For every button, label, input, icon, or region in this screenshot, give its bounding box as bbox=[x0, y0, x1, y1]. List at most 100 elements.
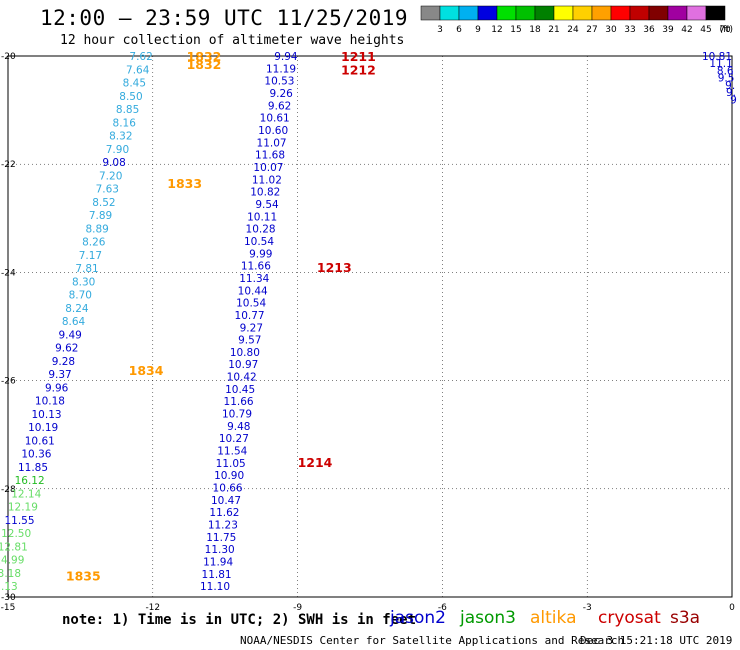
note-text: note: 1) Time is in UTC; 2) SWH is in fe… bbox=[62, 612, 417, 628]
swh-value: 11.54 bbox=[217, 446, 247, 458]
legend-label: 21 bbox=[548, 25, 559, 35]
swh-value: 16.12 bbox=[15, 475, 45, 487]
swh-value: 7.90 bbox=[106, 144, 129, 156]
swh-value: 10.45 bbox=[225, 384, 255, 396]
time-label: 1833 bbox=[167, 176, 202, 191]
legend-unit: (ft) bbox=[719, 25, 733, 35]
swh-value: 10.18 bbox=[35, 396, 65, 408]
x-tick-label: -9 bbox=[293, 603, 302, 613]
swh-value: 9.94 bbox=[274, 51, 298, 63]
swh-value: 9.37 bbox=[48, 369, 71, 381]
x-tick-label: -6 bbox=[438, 603, 447, 613]
swh-value: 11.1 bbox=[709, 58, 732, 70]
swh-value: 10.44 bbox=[238, 285, 268, 297]
swh-value: 10.53 bbox=[264, 76, 294, 88]
swh-value: 8.30 bbox=[72, 276, 95, 288]
time-label: 1214 bbox=[298, 455, 333, 470]
legend-label: 9 bbox=[475, 25, 481, 35]
swh-value: 9.26 bbox=[269, 88, 293, 100]
satellite-s3a: s3a bbox=[670, 608, 701, 628]
swh-value: 7.81 bbox=[75, 263, 98, 275]
swh-value: 10.61 bbox=[25, 435, 55, 447]
chart-title: 12:00 – 23:59 UTC 11/25/2019 bbox=[40, 6, 409, 30]
swh-value: 11.10 bbox=[200, 581, 230, 593]
swh-value: 11.68 bbox=[255, 150, 285, 162]
swh-value: 10.36 bbox=[21, 449, 51, 461]
swh-value: 10.66 bbox=[213, 483, 243, 495]
swh-value: 10.54 bbox=[236, 298, 266, 310]
plot-frame bbox=[7, 55, 733, 598]
swh-value: 11.55 bbox=[4, 515, 34, 527]
swh-value: 10.77 bbox=[235, 310, 265, 322]
swh-value: 11.85 bbox=[18, 462, 48, 474]
swh-value: 14.99 bbox=[0, 555, 24, 567]
swh-value: 8.6 bbox=[717, 65, 734, 77]
swh-value: 9. bbox=[726, 87, 736, 99]
swh-value: 10.80 bbox=[230, 347, 260, 359]
swh-value: 11.05 bbox=[216, 458, 246, 470]
legend-label: 3 bbox=[437, 25, 443, 35]
swh-value: 9.96 bbox=[45, 382, 69, 394]
satellite-jason2: jason2 bbox=[390, 608, 446, 628]
x-tick-label: 0 bbox=[729, 603, 735, 613]
swh-value: 9.62 bbox=[268, 100, 291, 112]
swh-value: 10.54 bbox=[244, 236, 274, 248]
swh-value: 9. bbox=[725, 80, 735, 92]
swh-value: 11.94 bbox=[203, 557, 233, 569]
color-legend: 3 6 9 12 15 18 21 24 27 30 33 36 39 42 45 70(ft) bbox=[420, 5, 733, 35]
legend-label: 39 bbox=[662, 25, 674, 35]
swh-value: 10.82 bbox=[250, 187, 280, 199]
swh-value: 8.32 bbox=[109, 131, 132, 143]
x-tick-label: -12 bbox=[145, 603, 160, 613]
swh-value: 10.28 bbox=[246, 224, 276, 236]
legend-label: 24 bbox=[567, 25, 579, 35]
swh-value: 9.08 bbox=[102, 157, 125, 169]
swh-value: 8.26 bbox=[82, 237, 106, 249]
satellite-cryosat: cryosat bbox=[598, 608, 661, 628]
legend-label: 27 bbox=[586, 25, 597, 35]
time-label: 1211 bbox=[341, 49, 376, 64]
swh-value: 12.13 bbox=[0, 581, 18, 593]
y-tick-label: -30 bbox=[1, 593, 16, 603]
swh-value: 12.19 bbox=[8, 502, 38, 514]
chart-subtitle: 12 hour collection of altimeter wave hei… bbox=[60, 33, 405, 48]
time-label: 1213 bbox=[317, 260, 352, 275]
swh-value: 7.64 bbox=[126, 64, 150, 76]
swh-value: 10.42 bbox=[227, 372, 257, 384]
swh-value: 8.64 bbox=[62, 316, 86, 328]
swh-value: 9 bbox=[730, 94, 737, 106]
swh-value: 11.34 bbox=[239, 273, 269, 285]
time-label: 1832 bbox=[187, 57, 222, 72]
swh-value: 8.16 bbox=[113, 117, 137, 129]
swh-value: 10.07 bbox=[253, 162, 283, 174]
legend-swatch bbox=[705, 5, 726, 21]
swh-value: 7.89 bbox=[89, 210, 112, 222]
swh-value: 11.62 bbox=[209, 507, 239, 519]
swh-value: 9.28 bbox=[52, 356, 75, 368]
swh-value: 10.97 bbox=[228, 359, 258, 371]
swh-value: 9.5 bbox=[718, 73, 735, 85]
time-label: 1832 bbox=[187, 49, 222, 64]
swh-value: 10.79 bbox=[222, 409, 252, 421]
swh-value: 7.20 bbox=[99, 170, 122, 182]
swh-value: 11.23 bbox=[208, 520, 238, 532]
time-label: 1835 bbox=[66, 568, 101, 583]
swh-value: 8.89 bbox=[85, 223, 108, 235]
swh-value: 9.62 bbox=[55, 343, 78, 355]
swh-value: 9.48 bbox=[227, 421, 250, 433]
x-tick-label: -15 bbox=[1, 603, 16, 613]
legend-label: 36 bbox=[643, 25, 655, 35]
legend-label: 30 bbox=[605, 25, 617, 35]
swh-value: 8.24 bbox=[65, 303, 89, 315]
swh-value: 10.13 bbox=[32, 409, 62, 421]
swh-value: 11.30 bbox=[205, 544, 235, 556]
swh-value: 8.45 bbox=[123, 78, 146, 90]
swh-value: 8.50 bbox=[119, 91, 142, 103]
legend-label: 33 bbox=[624, 25, 635, 35]
swh-value: 10.11 bbox=[247, 211, 277, 223]
swh-value: 9.54 bbox=[255, 199, 279, 211]
legend-label: 45 bbox=[700, 25, 711, 35]
swh-value: 8.85 bbox=[116, 104, 139, 116]
x-tick-label: -3 bbox=[583, 603, 592, 613]
